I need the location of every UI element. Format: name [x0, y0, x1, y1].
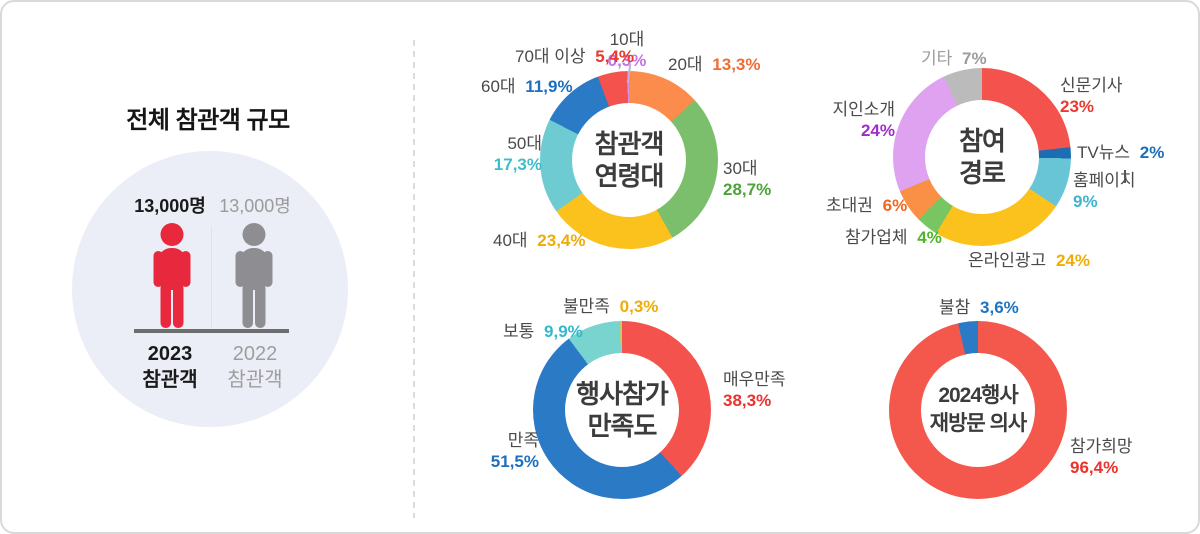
path-label-exhibitor: 참가업체 4% — [845, 228, 942, 247]
revisit-donut-chart: 2024행사 재방문 의사 — [889, 321, 1067, 499]
satisfaction-donut-center-label: 행사참가 만족도 — [576, 379, 669, 441]
section-divider — [413, 40, 415, 518]
year-2022-caption: 참관객 — [227, 369, 283, 391]
path-label-etc: 기타 7% — [921, 49, 987, 68]
satisfaction-label-neutral: 보통 9,9% — [503, 322, 583, 341]
age-label-60s: 60대 11,9% — [481, 77, 573, 96]
age-label-20s: 20대 13,3% — [668, 55, 761, 74]
revisit-label-yes: 참가희망 96,4% — [1070, 437, 1133, 477]
path-label-invitation: 초대권 6% — [826, 196, 908, 215]
age-label-50s: 50대 17,3% — [493, 134, 542, 174]
path-donut-center-label: 참여 경로 — [959, 126, 1006, 188]
revisit-donut-hole: 2024행사 재방문 의사 — [921, 353, 1035, 467]
stray-caret-mark — [1124, 170, 1126, 183]
panel-title: 전체 참관객 규모 — [126, 107, 290, 134]
visitor-count-2023: 13,000명 — [134, 196, 206, 216]
age-label-70s-plus: 70대 이상 5,4% — [515, 47, 635, 66]
ground-line — [134, 329, 289, 333]
path-label-referral: 지인소개 24% — [832, 100, 895, 140]
path-donut-hole: 참여 경로 — [925, 100, 1039, 214]
path-label-homepage: 홈페이지 9% — [1073, 171, 1136, 211]
satisfaction-label-satisfied: 만족 51,5% — [490, 431, 539, 471]
person-icon-2023 — [153, 223, 191, 328]
figures-divider — [211, 226, 212, 328]
person-icon-2022 — [235, 223, 273, 328]
path-label-online-ad: 온라인광고 24% — [968, 251, 1090, 270]
revisit-donut-center-label: 2024행사 재방문 의사 — [929, 384, 1027, 435]
path-label-newspaper: 신문기사 23% — [1060, 76, 1123, 116]
satisfaction-donut-chart: 행사참가 만족도 — [533, 321, 711, 499]
path-label-tv-news: TV뉴스 2% — [1077, 143, 1165, 162]
visitor-count-2022: 13,000명 — [219, 196, 291, 216]
year-2023: 2023 — [147, 343, 193, 365]
age-donut-hole: 참관객 연령대 — [572, 103, 686, 217]
satisfaction-label-very-satisfied: 매우만족 38,3% — [723, 370, 786, 410]
visitors-circle-background — [72, 151, 348, 427]
year-label-2023: 2023 참관객 — [120, 341, 220, 393]
satisfaction-donut-hole: 행사참가 만족도 — [565, 353, 679, 467]
revisit-label-no: 불참 3,6% — [939, 298, 1019, 317]
age-label-40s: 40대 23,4% — [493, 231, 586, 250]
path-donut-chart: 참여 경로 — [893, 68, 1071, 246]
year-2022: 2022 — [232, 343, 278, 365]
year-2023-caption: 참관객 — [142, 369, 198, 391]
age-donut-center-label: 참관객 연령대 — [594, 129, 665, 191]
age-donut-chart: 참관객 연령대 — [540, 71, 718, 249]
satisfaction-label-dissatisfied: 불만족 0,3% — [563, 297, 659, 316]
age-label-10s: 10대 0,3% — [607, 30, 647, 70]
age-label-30s: 30대 28,7% — [723, 159, 772, 199]
year-label-2022: 2022 참관객 — [205, 341, 305, 393]
